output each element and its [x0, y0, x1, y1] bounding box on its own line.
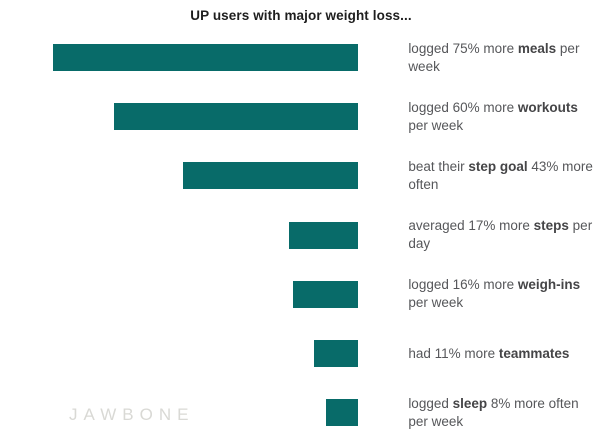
bar-label-teammates: had 11% more teammates: [408, 345, 570, 361]
bar-row-weigh-ins: logged 16% more weigh-ins per week: [0, 265, 602, 324]
bar-area: [0, 103, 359, 131]
bar-row-teammates: had 11% more teammates: [0, 324, 602, 383]
bar-area: [0, 399, 359, 427]
bar-area: [0, 280, 359, 308]
chart-title: UP users with major weight loss...: [190, 8, 412, 23]
bar-label-weigh-ins: logged 16% more weigh-ins per week: [408, 277, 581, 311]
bar-area: [0, 221, 359, 249]
bar-sleep: [325, 399, 359, 427]
bar-label-sleep: logged sleep 8% more often per week: [408, 395, 579, 429]
bar-label-meals: logged 75% more meals per week: [408, 40, 580, 74]
bar-steps: [289, 221, 359, 249]
bar-meals: [53, 44, 359, 72]
bar-label-step-goal: beat their step goal 43% more often: [408, 158, 593, 192]
jawbone-logo: JAWBONE: [69, 405, 195, 424]
bar-row-workouts: logged 60% more workouts per week: [0, 87, 602, 146]
bar-row-sleep: logged sleep 8% more often per week: [0, 383, 602, 442]
bar-step-goal: [183, 162, 359, 190]
bar-row-meals: logged 75% more meals per week: [0, 28, 602, 87]
bar-workouts: [114, 103, 359, 131]
bar-area: [0, 162, 359, 190]
bar-weigh-ins: [293, 280, 359, 308]
bar-area: [0, 44, 359, 72]
bar-label-steps: averaged 17% more steps per day: [408, 218, 593, 252]
bar-label-workouts: logged 60% more workouts per week: [408, 99, 578, 133]
bar-row-steps: averaged 17% more steps per day: [0, 206, 602, 265]
bar-row-step-goal: beat their step goal 43% more often: [0, 146, 602, 205]
bar-teammates: [313, 340, 359, 368]
bar-rows: logged 75% more meals per week logged 60%…: [0, 28, 602, 442]
bar-area: [0, 340, 359, 368]
